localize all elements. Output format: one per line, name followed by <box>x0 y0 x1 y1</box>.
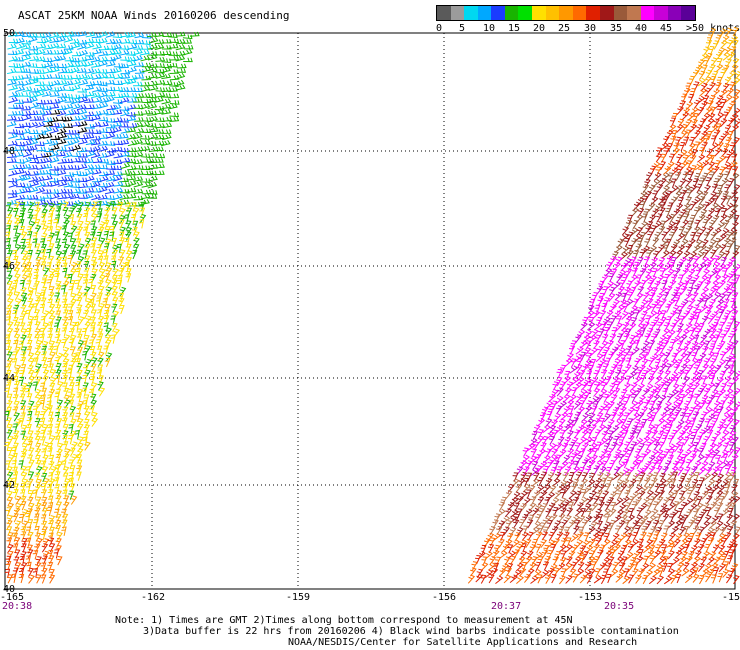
legend-label: 35 <box>610 23 623 34</box>
east-wind-swath <box>467 27 740 585</box>
legend-color-bar <box>436 5 696 21</box>
legend-swatch <box>450 6 465 20</box>
legend-swatch <box>532 6 546 20</box>
legend-label: 45 <box>660 23 673 34</box>
legend-swatch <box>654 6 668 20</box>
legend-label: 5 <box>459 23 466 34</box>
time-label: 20:37 <box>491 601 522 612</box>
note-line-3: NOAA/NESDIS/Center for Satellite Applica… <box>288 637 638 648</box>
legend-swatch <box>586 6 600 20</box>
lon-label: -153 <box>578 592 603 603</box>
legend-swatch <box>627 6 641 20</box>
legend-label: 10 <box>483 23 496 34</box>
legend-label: 20 <box>533 23 546 34</box>
lat-label: 48 <box>3 146 16 157</box>
legend-label: 25 <box>558 23 571 34</box>
legend-label: 40 <box>635 23 648 34</box>
legend-label: 15 <box>508 23 521 34</box>
lon-label: -162 <box>141 592 166 603</box>
lon-label: -165 <box>0 592 25 603</box>
legend-swatch <box>437 6 451 20</box>
legend-label: 0 <box>436 23 443 34</box>
time-label: 20:35 <box>604 601 635 612</box>
west-wind-swath <box>4 30 200 584</box>
legend-swatch <box>572 6 587 20</box>
legend-label: 30 <box>584 23 597 34</box>
lon-label: -156 <box>432 592 457 603</box>
lat-label: 44 <box>3 373 16 384</box>
legend-swatch <box>667 6 682 20</box>
legend-swatch <box>681 6 695 20</box>
legend-swatch <box>599 6 614 20</box>
legend-swatch <box>613 6 628 20</box>
lon-label: -159 <box>286 592 311 603</box>
legend-swatch <box>491 6 505 20</box>
legend-swatch <box>559 6 573 20</box>
legend-swatch <box>464 6 478 20</box>
legend-swatch <box>518 6 533 20</box>
note-line-2: 3)Data buffer is 22 hrs from 20160206 4)… <box>143 626 679 637</box>
map-title: ASCAT 25KM NOAA Winds 20160206 descendin… <box>18 9 290 22</box>
lat-label: 40 <box>3 584 16 595</box>
note-line-1: Note: 1) Times are GMT 2)Times along bot… <box>115 615 573 626</box>
lon-label: -150 <box>722 592 740 603</box>
legend-swatch <box>504 6 519 20</box>
time-label: 20:38 <box>2 601 33 612</box>
lat-label: 50 <box>3 28 16 39</box>
legend-swatch <box>545 6 560 20</box>
lat-label: 42 <box>3 480 16 491</box>
lat-label: 46 <box>3 261 16 272</box>
legend-swatch <box>640 6 655 20</box>
legend-swatch <box>477 6 492 20</box>
